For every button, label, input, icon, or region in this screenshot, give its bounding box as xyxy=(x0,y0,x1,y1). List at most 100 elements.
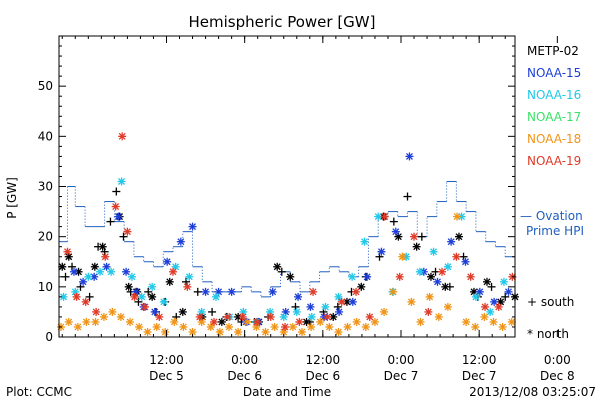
data-point xyxy=(124,282,133,291)
data-point xyxy=(82,317,91,326)
data-point xyxy=(193,287,202,296)
data-point xyxy=(64,317,73,326)
data-point xyxy=(208,307,217,316)
data-point xyxy=(277,267,286,276)
ovation-hpi-line xyxy=(59,41,516,298)
data-point xyxy=(58,262,67,271)
data-point xyxy=(412,242,421,251)
data-point xyxy=(98,242,107,251)
data-point xyxy=(507,317,516,326)
data-point xyxy=(92,307,101,316)
data-point xyxy=(152,322,161,331)
data-point xyxy=(279,312,288,321)
ovation-legend-label-2: Prime HPI xyxy=(526,224,584,238)
data-point xyxy=(307,322,316,331)
data-point xyxy=(122,267,131,276)
data-point xyxy=(475,287,484,296)
data-point xyxy=(370,317,379,326)
data-point xyxy=(499,277,508,286)
x-axis-label: Date and Time xyxy=(243,385,331,399)
data-point xyxy=(201,287,210,296)
data-point xyxy=(443,262,452,271)
data-point xyxy=(471,322,480,331)
data-point xyxy=(441,282,450,291)
data-point xyxy=(425,292,434,301)
data-point xyxy=(365,312,374,321)
y-tick-label: 10 xyxy=(38,280,53,294)
data-point xyxy=(343,322,352,331)
data-point xyxy=(329,312,338,321)
data-point xyxy=(96,267,105,276)
data-point xyxy=(266,312,275,321)
data-point xyxy=(407,297,416,306)
data-point xyxy=(361,322,370,331)
data-point xyxy=(79,277,88,286)
data-point xyxy=(169,267,177,276)
data-point xyxy=(210,317,219,326)
legend-entry: NOAA-19 xyxy=(527,154,581,168)
data-point xyxy=(481,302,490,311)
data-point xyxy=(176,237,185,246)
data-point xyxy=(215,327,224,336)
data-point xyxy=(486,307,495,316)
y-tick-label: 20 xyxy=(38,230,53,244)
data-point xyxy=(377,247,386,256)
data-point xyxy=(360,237,369,246)
data-point xyxy=(123,227,132,236)
data-point xyxy=(61,272,70,281)
data-point xyxy=(447,237,456,246)
data-point xyxy=(268,287,277,296)
data-point xyxy=(137,292,146,301)
data-point xyxy=(165,277,174,286)
data-point xyxy=(73,322,82,331)
data-point xyxy=(91,317,100,326)
x-tick-time-label: 0:00 xyxy=(544,353,571,367)
data-point xyxy=(348,272,357,281)
data-point xyxy=(144,287,153,296)
y-tick-label: 0 xyxy=(45,330,53,344)
data-point xyxy=(433,277,442,286)
data-point xyxy=(348,297,357,306)
data-point xyxy=(217,317,226,326)
data-point xyxy=(126,317,135,326)
series-noaa-15 xyxy=(69,152,513,326)
x-tick-time-label: 0:00 xyxy=(388,353,415,367)
x-tick-time-label: 12:00 xyxy=(149,353,184,367)
data-point xyxy=(108,307,117,316)
data-point xyxy=(438,267,447,276)
data-point xyxy=(64,252,73,261)
data-point xyxy=(140,302,149,311)
data-point xyxy=(337,297,346,306)
data-point xyxy=(380,212,389,221)
data-point xyxy=(185,272,194,281)
y-tick-label: 30 xyxy=(38,180,53,194)
data-point xyxy=(417,232,426,241)
data-point xyxy=(114,212,123,221)
data-point xyxy=(405,152,414,161)
data-point xyxy=(323,312,332,321)
y-tick-label: 40 xyxy=(38,129,53,143)
data-point xyxy=(325,322,334,331)
series-metp-02 xyxy=(61,187,510,326)
data-point xyxy=(410,232,419,241)
data-point xyxy=(482,277,491,286)
data-point xyxy=(288,322,297,331)
data-point xyxy=(333,302,342,311)
data-point xyxy=(155,312,164,321)
legend-entry: NOAA-15 xyxy=(527,66,581,80)
data-point xyxy=(487,282,496,291)
data-point xyxy=(270,322,279,331)
data-point xyxy=(424,307,433,316)
data-point xyxy=(352,287,361,296)
data-point xyxy=(253,317,262,326)
data-point xyxy=(111,202,120,211)
y-axis-label: P [GW] xyxy=(5,177,19,219)
data-point xyxy=(116,312,125,321)
data-point xyxy=(453,212,462,221)
data-point xyxy=(416,317,425,326)
x-tick-time-label: 12:00 xyxy=(462,353,497,367)
data-point xyxy=(178,307,187,316)
data-point xyxy=(321,302,330,311)
data-point xyxy=(281,322,290,331)
